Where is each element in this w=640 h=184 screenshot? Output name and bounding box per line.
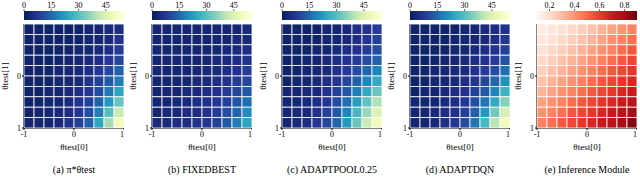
html-text:θtest[0]: θtest[0] [318, 142, 346, 152]
html-text:(a) π*θtest: (a) π*θtest [52, 164, 96, 175]
svg-text:0: 0 [403, 72, 407, 81]
svg-text:1: 1 [506, 130, 510, 139]
svg-text:15: 15 [175, 1, 183, 10]
svg-text:1: 1 [120, 130, 124, 139]
svg-text:0.4: 0.4 [570, 1, 580, 10]
html-text:θtest[1]: θtest[1] [513, 62, 523, 90]
svg-text:1: 1 [530, 124, 534, 133]
svg-text:-1: -1 [534, 130, 541, 139]
svg-text:1: 1 [378, 130, 382, 139]
html-text:θtest[0]: θtest[0] [573, 142, 601, 152]
html-text:θtest[0]: θtest[0] [446, 142, 474, 152]
svg-text:0: 0 [275, 72, 279, 81]
svg-text:45: 45 [230, 1, 238, 10]
svg-text:-1: -1 [279, 130, 286, 139]
svg-text:30: 30 [203, 1, 211, 10]
svg-text:30: 30 [461, 1, 469, 10]
svg-text:0: 0 [17, 72, 21, 81]
html-text:(e) Inference Module: (e) Inference Module [544, 164, 630, 175]
svg-text:-1: -1 [21, 130, 28, 139]
svg-text:30: 30 [333, 1, 341, 10]
svg-text:0: 0 [408, 1, 412, 10]
svg-text:-1: -1 [407, 130, 414, 139]
svg-text:0: 0 [530, 72, 534, 81]
html-text:(d) ADAPTDQN: (d) ADAPTDQN [425, 164, 495, 175]
svg-text:0: 0 [72, 130, 76, 139]
svg-text:0: 0 [200, 130, 204, 139]
svg-text:30: 30 [75, 1, 83, 10]
svg-text:0.2: 0.2 [545, 1, 555, 10]
svg-text:0: 0 [150, 1, 154, 10]
svg-text:-1: -1 [149, 130, 156, 139]
svg-text:0: 0 [585, 130, 589, 139]
svg-text:15: 15 [305, 1, 313, 10]
svg-text:45: 45 [488, 1, 496, 10]
svg-text:1: 1 [275, 124, 279, 133]
svg-text:1: 1 [248, 130, 252, 139]
svg-text:15: 15 [47, 1, 55, 10]
svg-text:0: 0 [22, 1, 26, 10]
svg-text:45: 45 [360, 1, 368, 10]
html-text:θtest[0]: θtest[0] [188, 142, 216, 152]
svg-text:0: 0 [330, 130, 334, 139]
html-text:θtest[1]: θtest[1] [258, 62, 268, 90]
svg-text:0.6: 0.6 [595, 1, 605, 10]
html-text:θtest[0]: θtest[0] [60, 142, 88, 152]
html-text:(b) FIXEDBEST: (b) FIXEDBEST [168, 164, 236, 175]
html-text:θtest[1]: θtest[1] [0, 62, 10, 90]
svg-text:1: 1 [17, 124, 21, 133]
html-text:(c) ADAPTPOOL0.25: (c) ADAPTPOOL0.25 [287, 164, 377, 175]
svg-text:45: 45 [102, 1, 110, 10]
html-text:θtest[1]: θtest[1] [386, 62, 396, 90]
html-text:θtest[1]: θtest[1] [128, 62, 138, 90]
svg-text:0: 0 [458, 130, 462, 139]
svg-text:0: 0 [280, 1, 284, 10]
svg-text:1: 1 [145, 124, 149, 133]
svg-text:0: 0 [145, 72, 149, 81]
svg-text:1: 1 [403, 124, 407, 133]
svg-text:0.8: 0.8 [620, 1, 630, 10]
svg-text:15: 15 [433, 1, 441, 10]
